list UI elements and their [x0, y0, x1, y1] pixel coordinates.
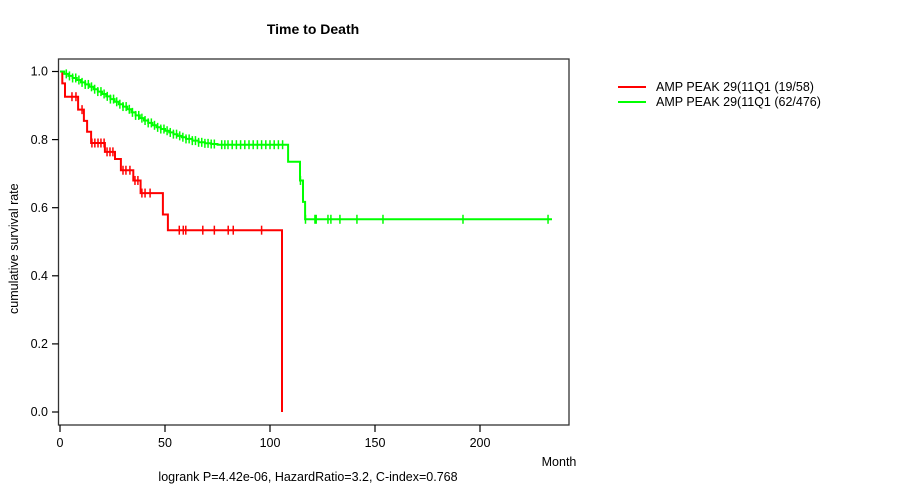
y-tick-label: 0.2	[31, 337, 48, 351]
survival-curve-group2-green	[60, 70, 552, 221]
x-tick-label: 150	[365, 436, 386, 450]
legend-item-group1: AMP PEAK 29(11Q1 (19/58)	[618, 79, 821, 94]
y-tick-label: 0.4	[31, 269, 48, 283]
y-tick-label: 0.6	[31, 201, 48, 215]
x-tick-label: 50	[158, 436, 172, 450]
x-tick-label: 0	[57, 436, 64, 450]
survival-curve-group1-red	[60, 70, 283, 412]
y-tick-label: 0.8	[31, 133, 48, 147]
x-tick-label: 200	[470, 436, 491, 450]
legend: AMP PEAK 29(11Q1 (19/58) AMP PEAK 29(11Q…	[618, 79, 821, 109]
legend-line-red	[618, 85, 646, 88]
chart-title: Time to Death	[266, 21, 360, 37]
legend-item-group2: AMP PEAK 29(11Q1 (62/476)	[618, 94, 821, 109]
x-axis-label: Month	[541, 455, 577, 469]
plot-box	[57, 58, 570, 426]
stats-annotation: logrank P=4.42e-06, HazardRatio=3.2, C-i…	[158, 470, 458, 484]
y-axis-label: cumulative survival rate	[7, 183, 21, 314]
legend-label-group1: AMP PEAK 29(11Q1 (19/58)	[656, 79, 814, 94]
y-tick-label: 1.0	[31, 65, 48, 79]
y-tick-label: 0.0	[31, 405, 48, 419]
legend-line-green	[618, 100, 646, 103]
legend-label-group2: AMP PEAK 29(11Q1 (62/476)	[656, 94, 821, 109]
x-tick-label: 100	[260, 436, 281, 450]
